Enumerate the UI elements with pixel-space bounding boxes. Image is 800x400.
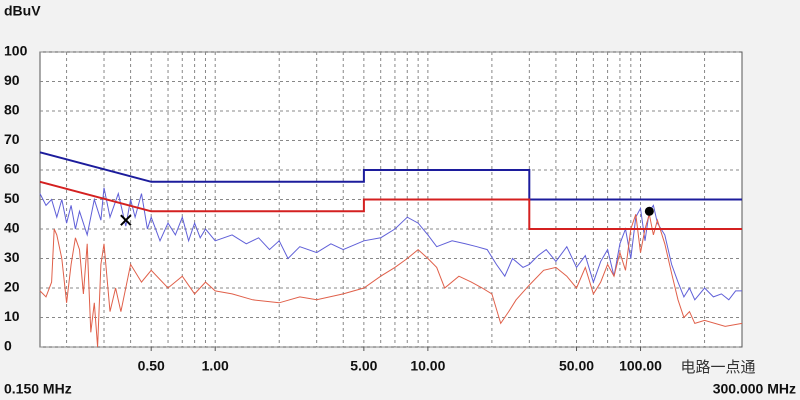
- marker-x: [120, 214, 132, 226]
- series-line: [39, 187, 742, 301]
- y-tick-label: 70: [4, 131, 20, 147]
- y-tick-label: 10: [4, 308, 20, 324]
- y-tick-label: 40: [4, 220, 20, 236]
- y-tick-label: 30: [4, 249, 20, 265]
- y-tick-label: 100: [4, 43, 28, 59]
- y-axis-label: dBuV: [4, 3, 41, 19]
- marker-dot: [644, 206, 654, 216]
- x-tick-label: 50.00: [559, 358, 594, 374]
- x-tick-label: 5.00: [350, 358, 377, 374]
- y-tick-label: 20: [4, 279, 20, 295]
- watermark: 电路一点通: [680, 359, 755, 376]
- x-min-label: 0.150 MHz: [4, 381, 72, 397]
- y-tick-label: 60: [4, 161, 20, 177]
- x-tick-label: 10.00: [410, 358, 445, 374]
- y-tick-label: 0: [4, 338, 12, 354]
- x-tick-label: 1.00: [202, 358, 229, 374]
- y-tick-label: 80: [4, 102, 20, 118]
- series-line: [39, 180, 742, 230]
- y-tick-label: 90: [4, 72, 20, 88]
- x-tick-label: 0.50: [138, 358, 165, 374]
- x-tick-label: 100.00: [619, 358, 662, 374]
- x-max-label: 300.000 MHz: [713, 381, 796, 397]
- y-tick-label: 50: [4, 190, 20, 206]
- series-line: [39, 214, 743, 348]
